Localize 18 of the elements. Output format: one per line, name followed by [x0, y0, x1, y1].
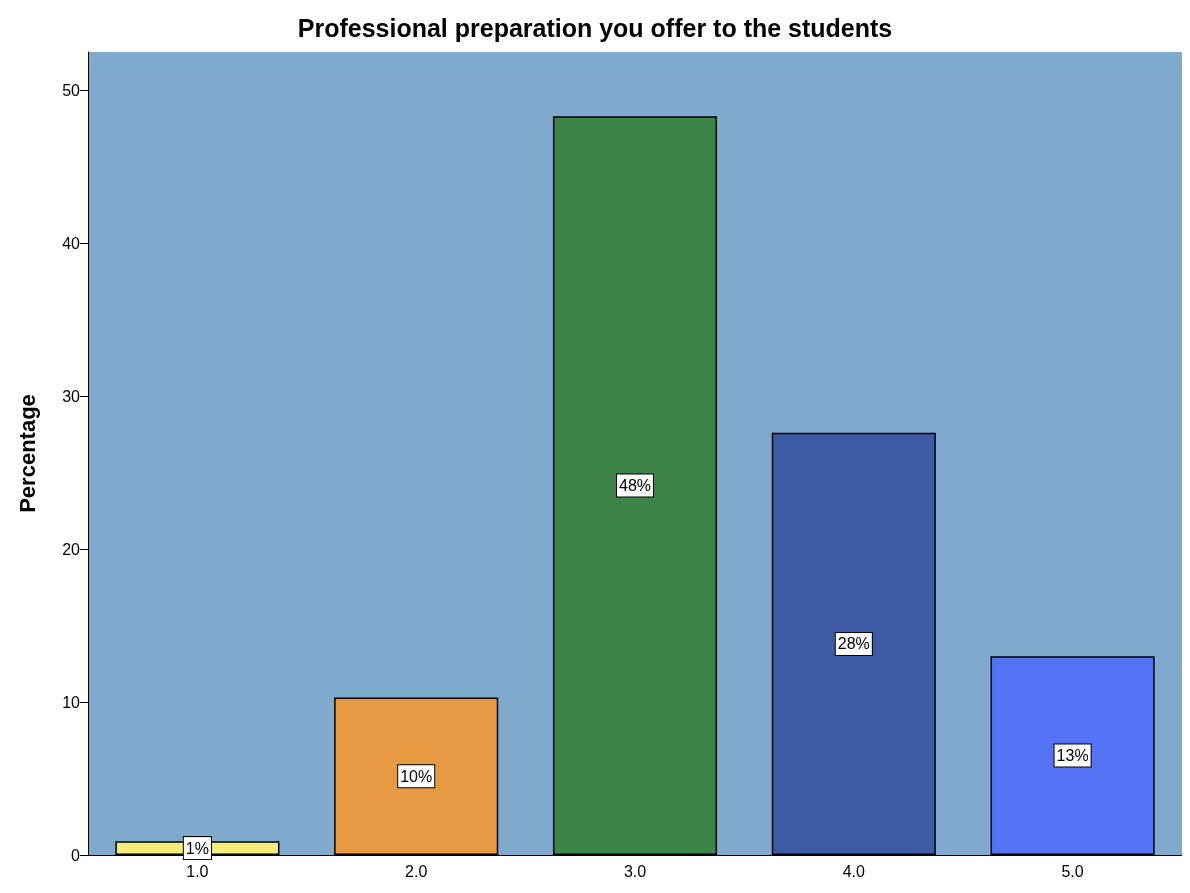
y-tick-label: 20 — [62, 540, 81, 558]
x-tick-label: 1.0 — [186, 862, 209, 880]
x-tick-label: 4.0 — [842, 862, 866, 880]
chart-title: Professional preparation you offer to the students — [297, 13, 893, 42]
data-label: 48% — [618, 477, 652, 495]
y-tick-label: 0 — [71, 846, 81, 864]
x-tick-label: 5.0 — [1061, 862, 1084, 880]
data-label: 1% — [185, 839, 209, 857]
data-label: 28% — [837, 635, 870, 653]
y-tick-label: 30 — [62, 387, 81, 405]
y-tick-label: 40 — [62, 234, 81, 252]
x-tick-label: 2.0 — [405, 862, 428, 880]
data-label: 13% — [1056, 747, 1089, 765]
y-tick-label: 50 — [62, 81, 81, 99]
data-label: 10% — [400, 767, 433, 785]
y-axis-title: Percentage — [14, 394, 40, 513]
y-tick-label: 10 — [62, 693, 81, 711]
x-tick-label: 3.0 — [623, 862, 647, 880]
